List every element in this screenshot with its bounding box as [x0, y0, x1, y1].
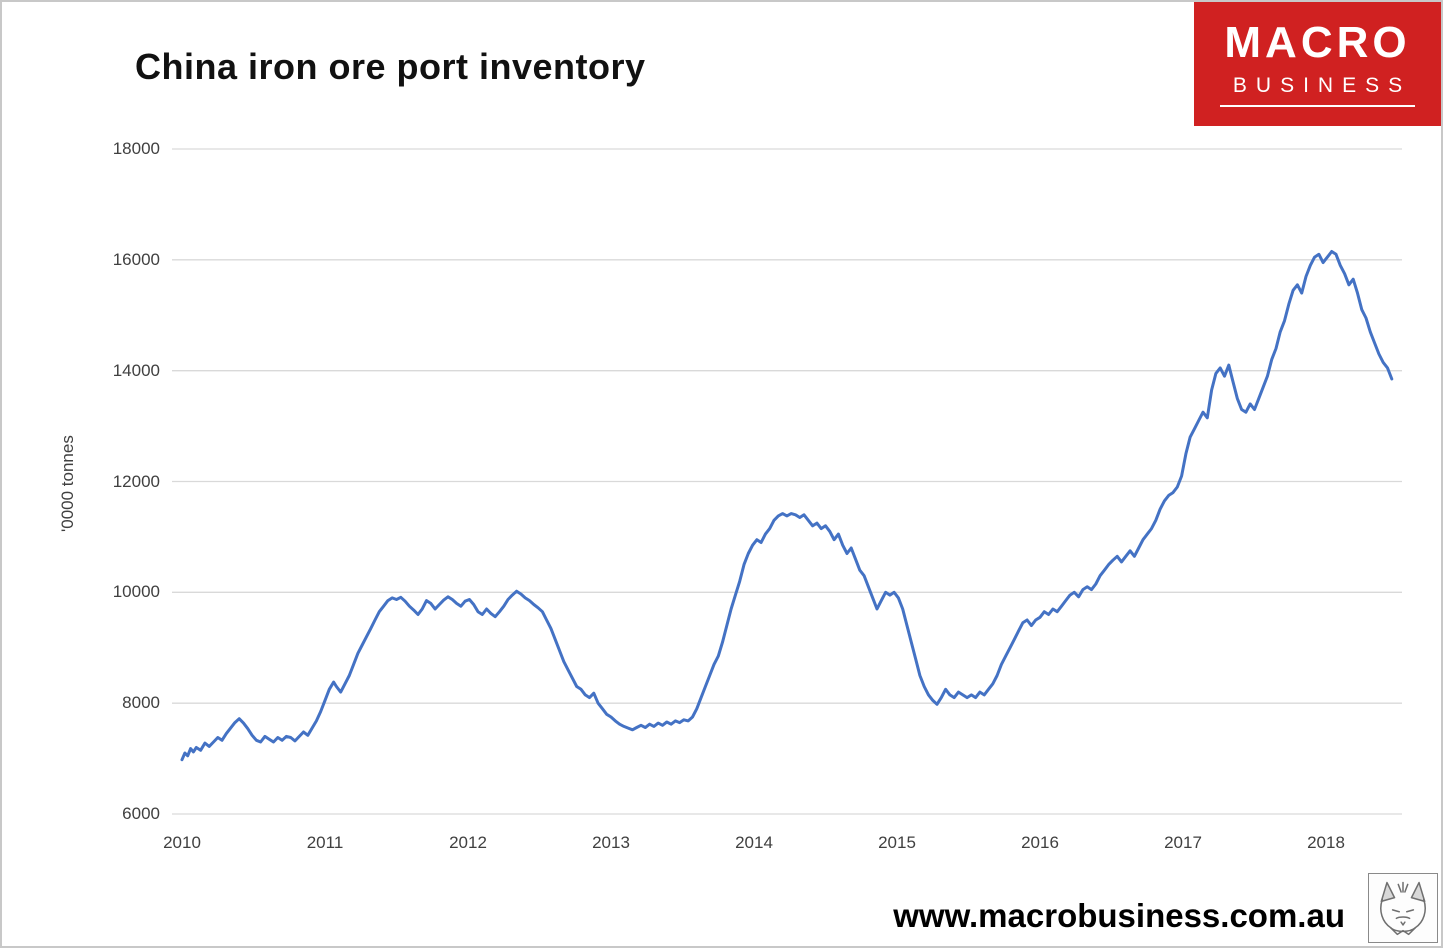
website-url: www.macrobusiness.com.au	[893, 897, 1345, 934]
logo-text-macro: MACRO	[1224, 18, 1411, 67]
y-tick-label: 14000	[112, 360, 160, 380]
page-title: China iron ore port inventory	[135, 46, 646, 87]
y-tick-label: 12000	[112, 471, 160, 491]
x-tick-label: 2011	[306, 833, 344, 852]
wolf-logo	[1368, 873, 1438, 943]
x-tick-label: 2012	[449, 833, 487, 852]
x-tick-label: 2018	[1307, 833, 1345, 852]
y-tick-label: 10000	[112, 582, 160, 602]
y-tick-label: 8000	[122, 693, 160, 713]
x-tick-label: 2010	[163, 833, 201, 852]
x-tick-label: 2013	[592, 833, 630, 852]
y-tick-label: 18000	[112, 139, 160, 158]
wolf-logo-image	[1380, 881, 1426, 936]
x-tick-label: 2014	[735, 833, 773, 852]
logo-text-business: BUSINESS	[1219, 74, 1416, 107]
x-tick-label: 2016	[1021, 833, 1059, 852]
y-tick-label: 6000	[122, 804, 160, 823]
inventory-series-line	[180, 250, 1394, 762]
x-tick-label: 2015	[878, 833, 916, 852]
x-tick-label: 2017	[1164, 833, 1202, 852]
y-tick-label: 16000	[112, 249, 160, 269]
macrobusiness-logo: MACRO BUSINESS	[1194, 2, 1441, 126]
